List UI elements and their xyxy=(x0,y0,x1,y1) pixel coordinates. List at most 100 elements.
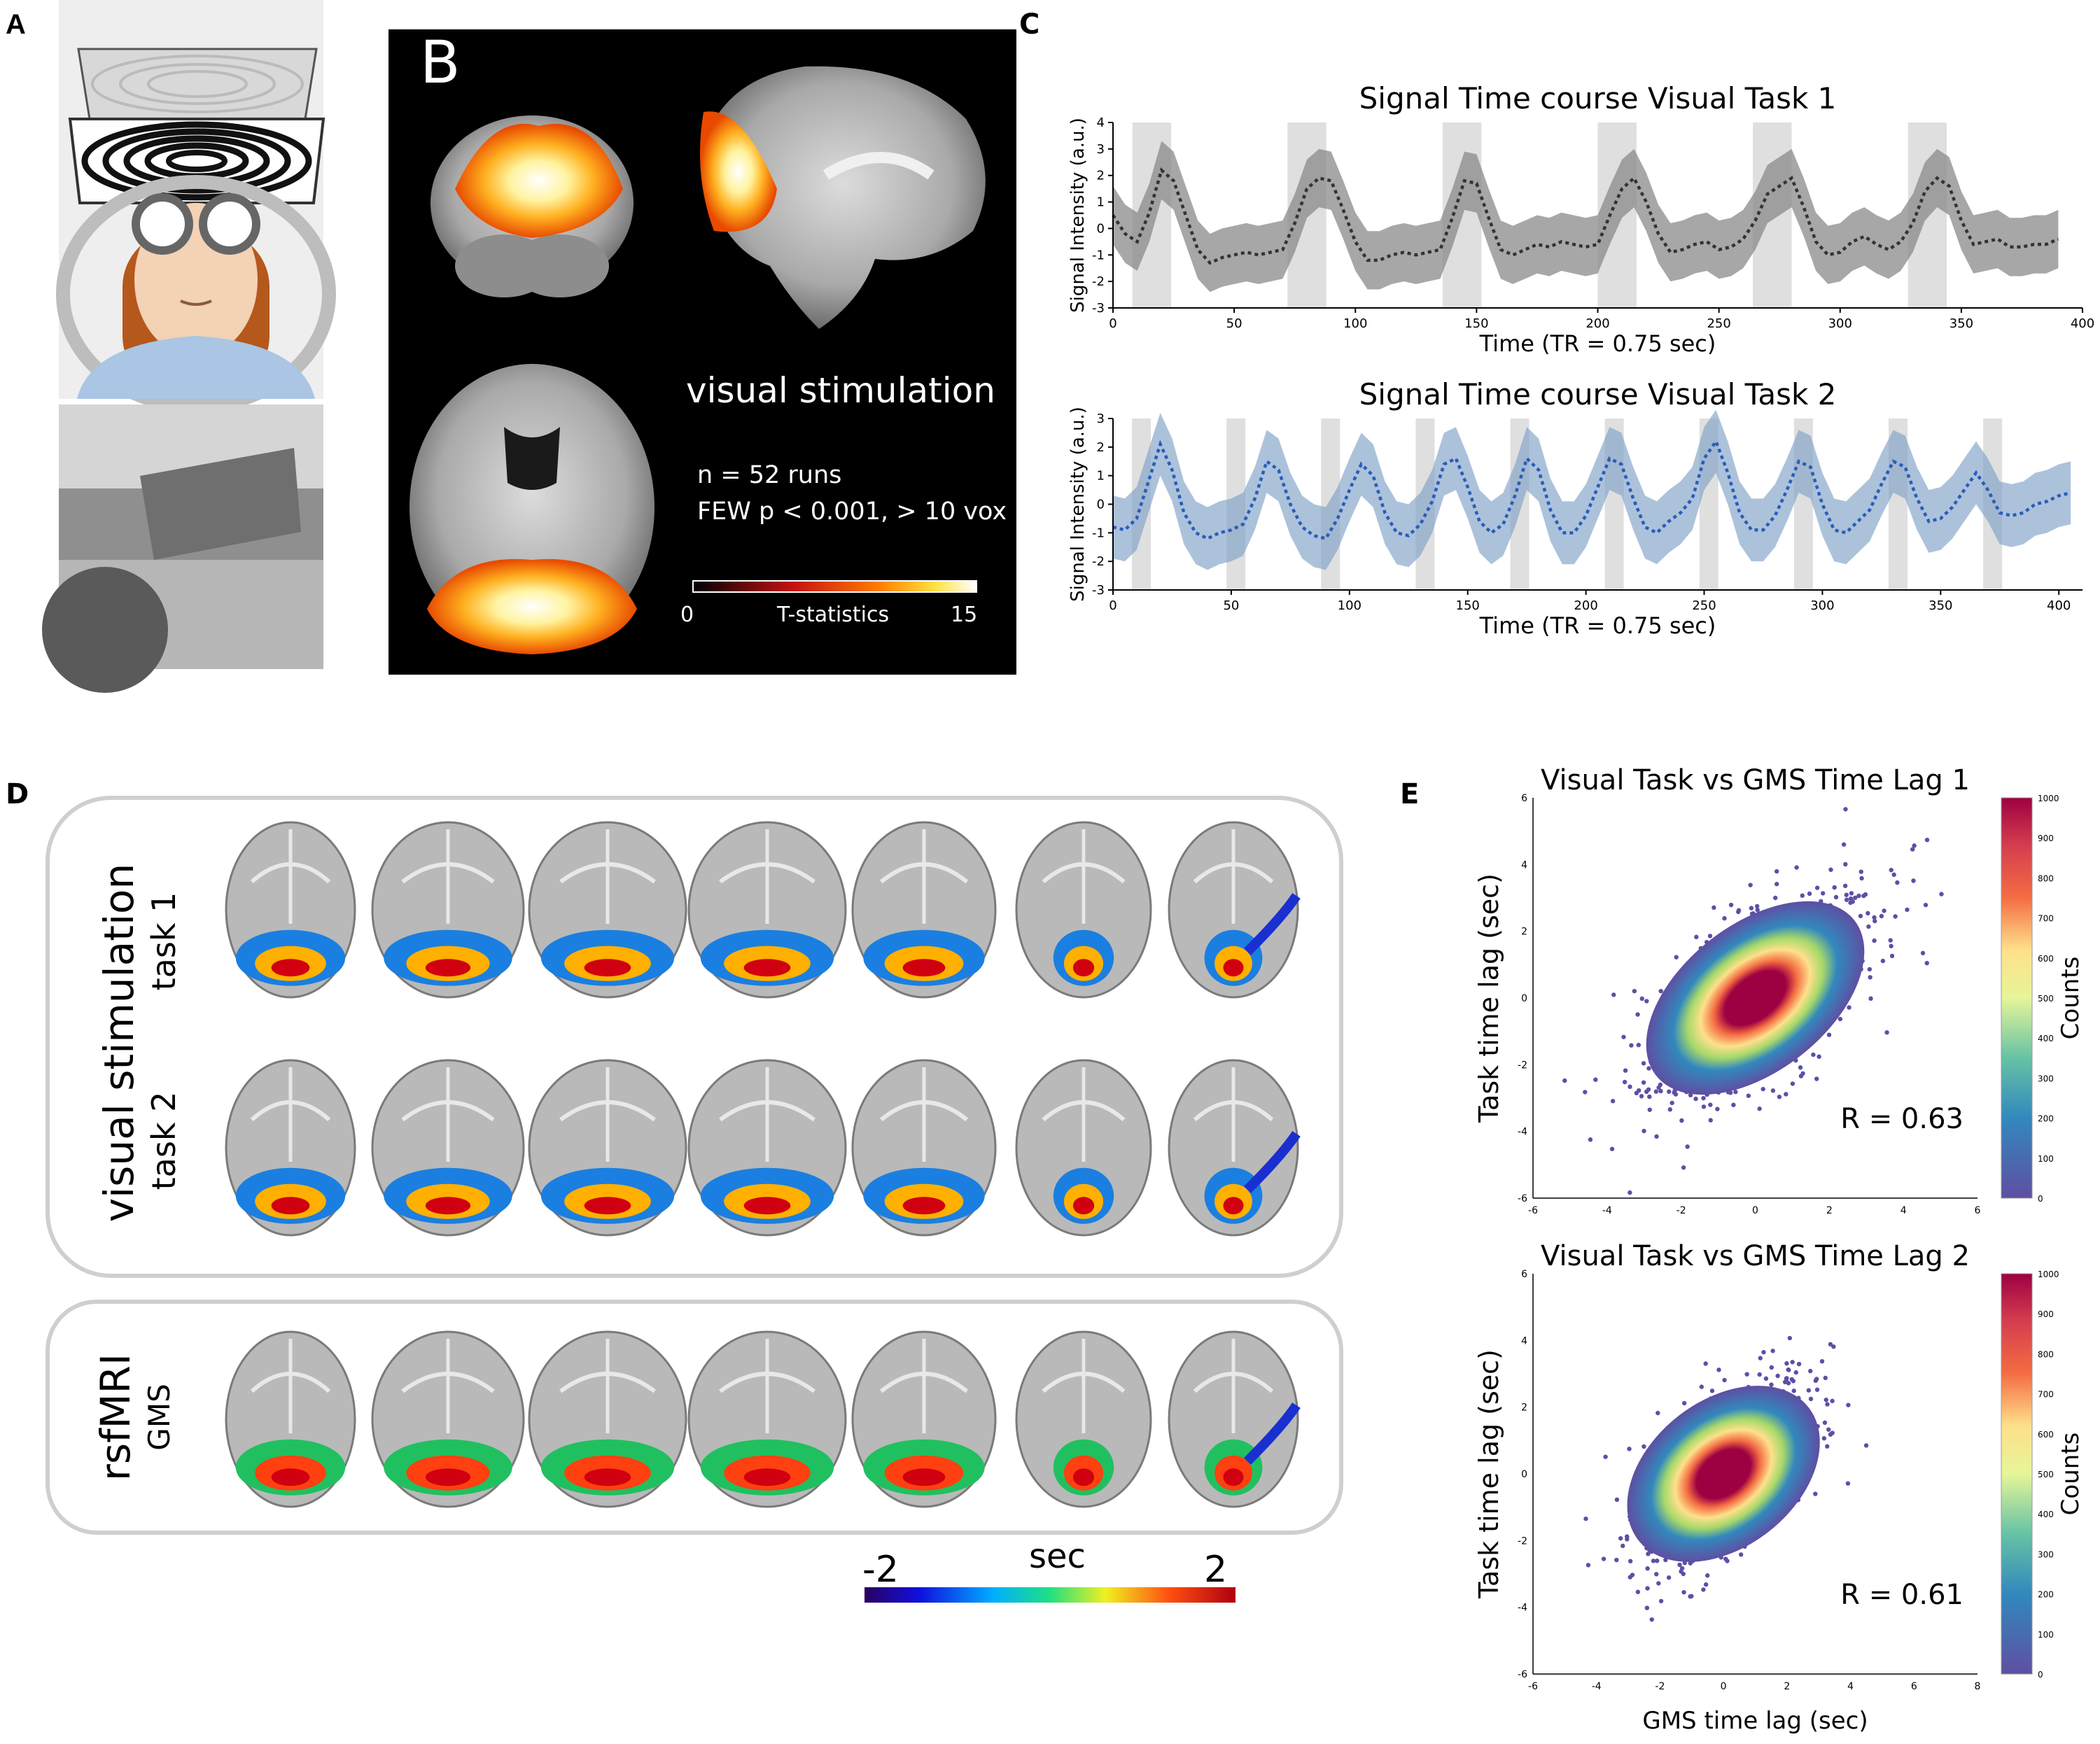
x-tick-label: 250 xyxy=(1692,598,1716,613)
scatter-point xyxy=(1784,1360,1789,1366)
x-tick-label: -6 xyxy=(1528,1205,1538,1216)
x-tick-label: 50 xyxy=(1223,598,1239,613)
panel-label-c: C xyxy=(1019,8,1040,41)
scatter-point xyxy=(1651,1559,1656,1563)
scatter-point xyxy=(1757,1106,1762,1111)
scatter-point xyxy=(1703,1582,1709,1587)
scatter-point xyxy=(1793,1370,1798,1375)
y-tick-label: 4 xyxy=(1521,1335,1527,1346)
scatter-point xyxy=(1814,1377,1819,1381)
panel-a-illustration xyxy=(42,0,336,693)
scatter-point xyxy=(1629,1043,1634,1048)
scatter-point xyxy=(1701,1095,1706,1101)
panel-b-title: visual stimulation xyxy=(686,370,995,411)
axial-lag-map xyxy=(371,1330,525,1508)
axial-lag-map xyxy=(371,1059,525,1237)
scatter-point xyxy=(1644,1605,1650,1610)
lag-activation-core xyxy=(743,959,791,977)
x-tick-label: 100 xyxy=(1343,316,1367,331)
lag-activation-core xyxy=(1223,959,1244,977)
y-axis-label: Task time lag (sec) xyxy=(1474,873,1504,1123)
correlation-annotation: R = 0.63 xyxy=(1840,1103,1963,1135)
chart-title: Signal Time course Visual Task 2 xyxy=(1359,377,1837,412)
scatter-point xyxy=(1872,918,1877,924)
scatter-point xyxy=(1733,1090,1738,1095)
scatter-point xyxy=(1654,1134,1659,1139)
colorbar-tick-label: 300 xyxy=(2038,1074,2054,1083)
scatter-point xyxy=(1620,1543,1625,1549)
x-tick-label: 150 xyxy=(1456,598,1480,613)
lag-activation-core xyxy=(902,1468,946,1486)
axial-lag-map xyxy=(1168,821,1301,999)
chart-title: Visual Task vs GMS Time Lag 2 xyxy=(1541,1240,1970,1272)
y-tick-label: 2 xyxy=(1097,169,1105,183)
scatter-point xyxy=(1681,1589,1686,1595)
scatter-point xyxy=(1773,895,1778,901)
x-tick-label: -4 xyxy=(1602,1205,1612,1216)
scatter-point xyxy=(1627,1447,1632,1451)
scatter-point xyxy=(1910,847,1915,852)
scatter-point xyxy=(1763,1376,1769,1381)
row-group2-label: rsfMRI xyxy=(92,1353,139,1481)
axial-lag-map xyxy=(1168,1330,1301,1508)
scatter-point xyxy=(1828,867,1833,872)
chart-lag-scatter-1: Visual Task vs GMS Time Lag 1R = 0.63-6-… xyxy=(1474,764,2085,1216)
scatter-point xyxy=(1641,1080,1646,1085)
scatter-point xyxy=(1622,1079,1628,1085)
scatter-point xyxy=(1646,1066,1651,1071)
scatter-point xyxy=(1701,1104,1707,1109)
axial-activation xyxy=(427,558,637,654)
confidence-band xyxy=(1113,409,2071,570)
x-tick-label: 0 xyxy=(1721,1681,1727,1692)
y-axis-label: Signal Intensity (a.u.) xyxy=(1068,118,1088,313)
scatter-point xyxy=(1601,1556,1606,1561)
colorbar-tick-label: 300 xyxy=(2038,1549,2054,1559)
x-tick-label: 6 xyxy=(1911,1681,1917,1692)
x-tick-label: 200 xyxy=(1586,316,1609,331)
scatter-point xyxy=(1645,1586,1650,1591)
x-tick-label: 0 xyxy=(1109,598,1116,613)
x-tick-label: 6 xyxy=(1975,1205,1981,1216)
scatter-point xyxy=(1630,1573,1635,1577)
scatter-point xyxy=(1642,1128,1646,1134)
scatter-point xyxy=(1911,878,1916,883)
scatter-point xyxy=(1828,1432,1833,1437)
x-tick-label: -4 xyxy=(1592,1681,1602,1692)
scatter-point xyxy=(1656,1581,1661,1586)
colorbar-tick-label: 400 xyxy=(2038,1034,2054,1043)
t-statistics-colorbar xyxy=(692,580,977,593)
y-tick-label: 0 xyxy=(1521,993,1527,1004)
scatter-point xyxy=(1703,1361,1708,1366)
x-tick-label: 400 xyxy=(2071,316,2094,331)
lateral-activation xyxy=(1244,1402,1301,1465)
colorbar-tick-label: 200 xyxy=(2038,1590,2054,1600)
scatter-point xyxy=(1923,902,1928,908)
scatter-point xyxy=(1656,1410,1660,1416)
scatter-point xyxy=(1859,875,1864,881)
lag-colorbar-max: 2 xyxy=(1204,1549,1227,1591)
screen-top-plate xyxy=(77,48,318,120)
axial-lag-map xyxy=(1168,1059,1301,1237)
scatter-point xyxy=(1677,1562,1682,1568)
scatter-point xyxy=(1790,1360,1795,1365)
scatter-point xyxy=(1641,1061,1646,1066)
colorbar-tick-label: 900 xyxy=(2038,834,2054,843)
y-tick-label: 4 xyxy=(1097,115,1105,130)
scatter-point xyxy=(1635,1589,1641,1594)
lag-colorbar xyxy=(864,1587,1236,1603)
scatter-point xyxy=(1667,1089,1672,1095)
scatter-point xyxy=(1893,914,1898,919)
scatter-point xyxy=(1856,893,1861,899)
y-tick-label: -3 xyxy=(1092,583,1105,598)
scatter-point xyxy=(1863,1443,1869,1448)
lag-activation-core xyxy=(584,1197,631,1215)
scatter-point xyxy=(1639,996,1644,1001)
scatter-point xyxy=(1858,913,1863,919)
scatter-point xyxy=(1632,989,1637,994)
scatter-point xyxy=(1712,905,1716,910)
density-core xyxy=(1646,901,1865,1095)
scatter-point xyxy=(1625,1534,1630,1539)
axial-lag-map xyxy=(1015,1330,1152,1508)
scatter-point xyxy=(1796,1361,1802,1367)
scatter-point xyxy=(1621,1034,1626,1039)
